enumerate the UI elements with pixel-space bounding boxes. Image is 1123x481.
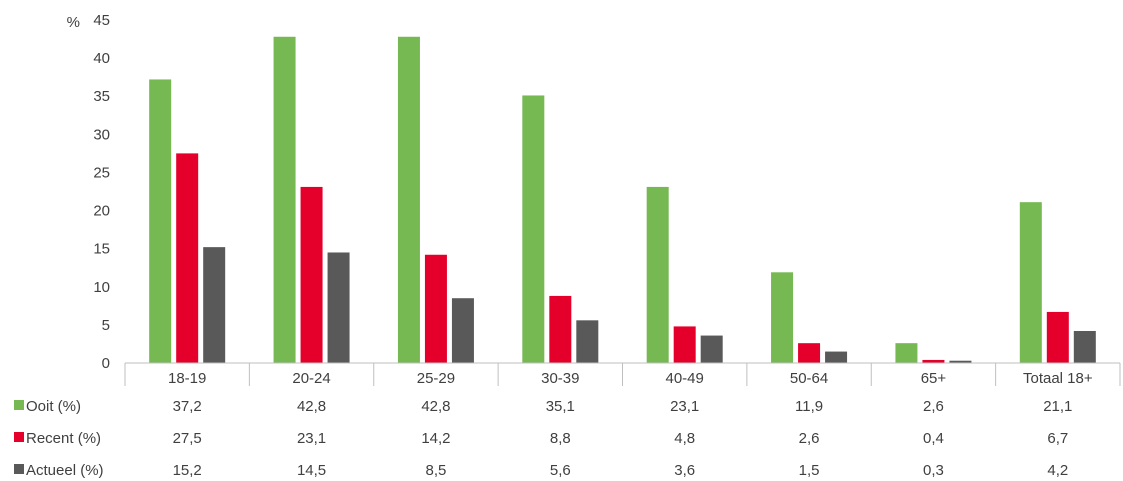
legend-label: Recent (%) [26, 430, 101, 447]
y-unit-label: % [67, 14, 80, 31]
data-label: 42,8 [297, 398, 326, 415]
data-label: 4,2 [1047, 462, 1068, 479]
y-tick-label: 25 [93, 164, 110, 181]
y-tick-label: 0 [102, 355, 110, 372]
data-label: 23,1 [670, 398, 699, 415]
y-axis: % 0 5 10 15 20 25 30 35 40 45 [67, 12, 110, 372]
x-tick-label: 20-24 [292, 370, 330, 387]
data-label: 3,6 [674, 462, 695, 479]
bar-actueel [825, 351, 848, 363]
data-table: Ooit (%) 37,2 42,8 42,8 35,1 23,1 11,9 2,6 21,1 R… [14, 398, 1072, 479]
bar-ooit [771, 272, 794, 363]
x-tick-label: 40-49 [666, 370, 704, 387]
legend-label: Actueel (%) [26, 462, 104, 479]
bar-actueel [949, 360, 972, 363]
legend-swatch [14, 432, 24, 442]
bar-ooit [522, 95, 545, 364]
data-label: 0,4 [923, 430, 944, 447]
bar-ooit [149, 79, 172, 363]
x-tick-label: 50-64 [790, 370, 828, 387]
bar-actueel [203, 247, 226, 363]
bars [149, 36, 1096, 364]
bar-recent [424, 254, 447, 363]
data-label: 14,5 [297, 462, 326, 479]
x-tick-label: 18-19 [168, 370, 206, 387]
bar-recent [1046, 311, 1069, 363]
y-tick-label: 15 [93, 241, 110, 258]
data-label: 14,2 [421, 430, 450, 447]
bar-ooit [273, 36, 296, 363]
bar-ooit [646, 186, 669, 363]
bar-ooit [1019, 202, 1042, 363]
bar-actueel [700, 335, 723, 363]
x-tick-label: Totaal 18+ [1023, 370, 1093, 387]
data-label: 6,7 [1047, 430, 1068, 447]
x-tick-label: 65+ [921, 370, 947, 387]
bar-recent [673, 326, 696, 363]
y-tick-label: 10 [93, 279, 110, 296]
data-label: 2,6 [799, 430, 820, 447]
data-label: 8,5 [426, 462, 447, 479]
bar-recent [798, 343, 821, 363]
data-label: 21,1 [1043, 398, 1072, 415]
bar-actueel [451, 298, 474, 363]
bar-ooit [397, 36, 420, 363]
bar-recent [176, 153, 199, 363]
data-label: 37,2 [173, 398, 202, 415]
data-label: 0,3 [923, 462, 944, 479]
data-label: 11,9 [795, 398, 823, 415]
data-label: 35,1 [546, 398, 575, 415]
bar-actueel [576, 320, 599, 363]
data-label: 23,1 [297, 430, 326, 447]
y-tick-label: 40 [93, 50, 110, 67]
data-label: 15,2 [173, 462, 202, 479]
legend-label: Ooit (%) [26, 398, 81, 415]
x-tick-label: 25-29 [417, 370, 455, 387]
data-label: 27,5 [173, 430, 202, 447]
data-label: 2,6 [923, 398, 944, 415]
bar-recent [549, 295, 572, 363]
data-label: 4,8 [674, 430, 695, 447]
data-label: 1,5 [799, 462, 820, 479]
legend-swatch [14, 400, 24, 410]
bar-ooit [895, 343, 918, 363]
y-tick-label: 35 [93, 88, 110, 105]
y-tick-label: 5 [102, 317, 110, 334]
data-label: 42,8 [421, 398, 450, 415]
bar-recent [922, 359, 945, 363]
x-axis: 18-19 20-24 25-29 30-39 40-49 50-64 65+ Totaal … [124, 362, 1121, 387]
legend-swatch [14, 464, 24, 474]
data-label: 8,8 [550, 430, 571, 447]
bar-actueel [1073, 330, 1096, 363]
data-label: 5,6 [550, 462, 571, 479]
y-tick-label: 30 [93, 126, 110, 143]
x-tick-label: 30-39 [541, 370, 579, 387]
bar-recent [300, 186, 323, 363]
bar-actueel [327, 252, 350, 363]
y-tick-label: 45 [93, 12, 110, 29]
y-tick-label: 20 [93, 203, 110, 220]
